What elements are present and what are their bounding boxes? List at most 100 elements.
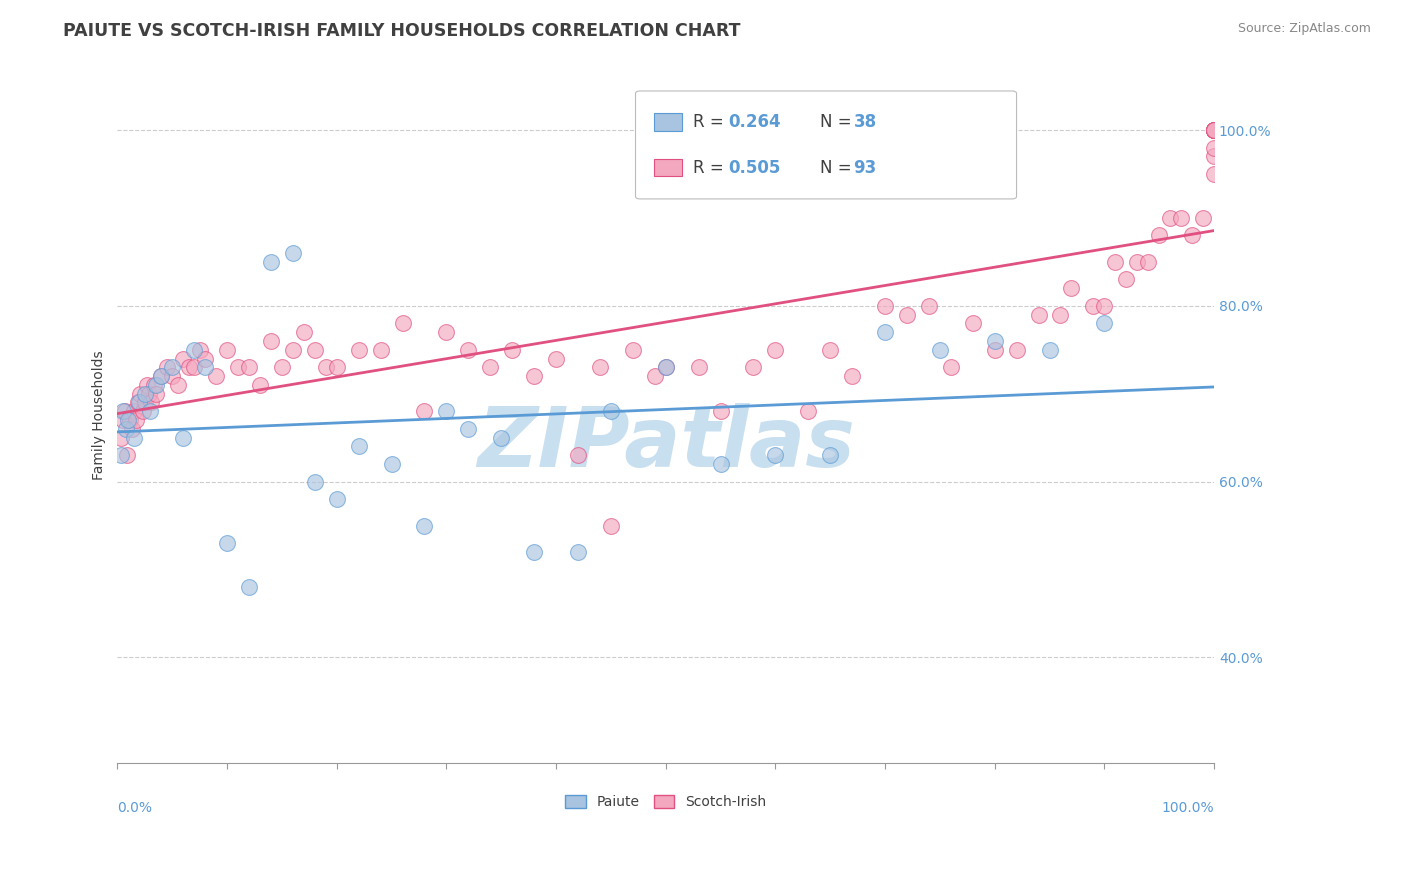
Text: 93: 93 — [853, 159, 877, 177]
Point — [797, 404, 820, 418]
Point — [1202, 167, 1225, 181]
Point — [763, 448, 786, 462]
Point — [125, 413, 148, 427]
Point — [183, 360, 205, 375]
Point — [457, 422, 479, 436]
Point — [1202, 123, 1225, 137]
Point — [217, 536, 239, 550]
Point — [1126, 255, 1149, 269]
Point — [117, 413, 139, 427]
Point — [156, 360, 179, 375]
Point — [281, 246, 304, 260]
Point — [896, 308, 918, 322]
Point — [1202, 123, 1225, 137]
Point — [1092, 317, 1115, 331]
Point — [1147, 228, 1170, 243]
Text: R =: R = — [693, 113, 730, 131]
Point — [1137, 255, 1160, 269]
Text: N =: N = — [820, 159, 856, 177]
Point — [457, 343, 479, 357]
Point — [150, 369, 173, 384]
Point — [1060, 281, 1083, 295]
Point — [1049, 308, 1071, 322]
Point — [413, 518, 436, 533]
Point — [205, 369, 228, 384]
Text: PAIUTE VS SCOTCH-IRISH FAMILY HOUSEHOLDS CORRELATION CHART: PAIUTE VS SCOTCH-IRISH FAMILY HOUSEHOLDS… — [63, 22, 741, 40]
Point — [226, 360, 249, 375]
Point — [413, 404, 436, 418]
Point — [304, 475, 326, 489]
Text: 0.505: 0.505 — [728, 159, 780, 177]
Point — [489, 431, 512, 445]
Point — [114, 404, 136, 418]
Point — [709, 457, 731, 471]
Point — [281, 343, 304, 357]
Point — [544, 351, 567, 366]
Point — [166, 377, 188, 392]
Point — [292, 325, 315, 339]
Point — [115, 422, 138, 436]
Point — [304, 343, 326, 357]
Point — [1104, 255, 1126, 269]
Point — [599, 518, 621, 533]
Point — [121, 422, 143, 436]
Point — [162, 360, 184, 375]
Point — [918, 299, 941, 313]
Point — [1202, 123, 1225, 137]
Point — [1005, 343, 1028, 357]
Point — [172, 431, 194, 445]
Point — [501, 343, 523, 357]
Point — [1083, 299, 1105, 313]
Point — [315, 360, 337, 375]
Text: Source: ZipAtlas.com: Source: ZipAtlas.com — [1237, 22, 1371, 36]
Text: 0.0%: 0.0% — [118, 801, 152, 815]
Point — [983, 334, 1005, 348]
Point — [139, 404, 162, 418]
Point — [523, 545, 546, 559]
Point — [111, 404, 134, 418]
Point — [589, 360, 612, 375]
Point — [131, 404, 153, 418]
Point — [1092, 299, 1115, 313]
Point — [129, 386, 152, 401]
Point — [436, 404, 458, 418]
Point — [621, 343, 644, 357]
Point — [841, 369, 863, 384]
Point — [1170, 211, 1192, 225]
Point — [194, 360, 217, 375]
Point — [644, 369, 666, 384]
Point — [347, 439, 370, 453]
Point — [1159, 211, 1181, 225]
Point — [145, 377, 167, 392]
Text: 100.0%: 100.0% — [1161, 801, 1213, 815]
Point — [249, 377, 271, 392]
Point — [128, 395, 150, 409]
Point — [217, 343, 239, 357]
Point — [654, 360, 676, 375]
Point — [1028, 308, 1050, 322]
Point — [271, 360, 294, 375]
Point — [983, 343, 1005, 357]
Point — [1192, 211, 1215, 225]
Point — [567, 545, 589, 559]
Point — [134, 395, 156, 409]
Point — [709, 404, 731, 418]
Legend: Paiute, Scotch-Irish: Paiute, Scotch-Irish — [560, 789, 772, 815]
Point — [873, 325, 896, 339]
Point — [599, 404, 621, 418]
Point — [523, 369, 546, 384]
Point — [347, 343, 370, 357]
Point — [326, 360, 349, 375]
Point — [1202, 123, 1225, 137]
Point — [111, 413, 134, 427]
Point — [172, 351, 194, 366]
Point — [763, 343, 786, 357]
Y-axis label: Family Households: Family Households — [93, 351, 107, 481]
Point — [260, 255, 283, 269]
Point — [1202, 123, 1225, 137]
Point — [183, 343, 205, 357]
Point — [928, 343, 950, 357]
Point — [238, 360, 260, 375]
Point — [567, 448, 589, 462]
Point — [1202, 140, 1225, 154]
